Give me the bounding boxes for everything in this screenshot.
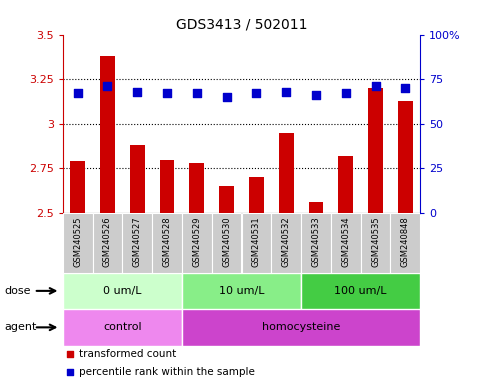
Text: agent: agent xyxy=(5,322,37,333)
Bar xyxy=(338,156,353,213)
Bar xyxy=(182,273,301,309)
Point xyxy=(372,83,380,89)
Bar xyxy=(152,213,182,273)
Text: GSM240848: GSM240848 xyxy=(401,216,410,267)
Text: GDS3413 / 502011: GDS3413 / 502011 xyxy=(176,17,307,31)
Bar xyxy=(159,160,174,213)
Text: control: control xyxy=(103,322,142,333)
Bar xyxy=(212,213,242,273)
Bar xyxy=(249,177,264,213)
Text: GSM240527: GSM240527 xyxy=(133,216,142,267)
Bar xyxy=(368,88,383,213)
Point xyxy=(66,351,74,357)
Text: GSM240531: GSM240531 xyxy=(252,216,261,267)
Point xyxy=(342,90,350,96)
Bar xyxy=(189,163,204,213)
Bar xyxy=(63,213,93,273)
Bar xyxy=(182,213,212,273)
Point xyxy=(193,90,201,96)
Point xyxy=(66,369,74,375)
Text: GSM240525: GSM240525 xyxy=(73,217,82,267)
Bar xyxy=(242,213,271,273)
Bar xyxy=(182,309,420,346)
Text: GSM240530: GSM240530 xyxy=(222,216,231,267)
Bar xyxy=(63,309,182,346)
Text: transformed count: transformed count xyxy=(79,349,176,359)
Point xyxy=(282,89,290,95)
Text: GSM240534: GSM240534 xyxy=(341,216,350,267)
Bar xyxy=(301,213,331,273)
Text: dose: dose xyxy=(5,286,31,296)
Bar xyxy=(309,202,324,213)
Text: GSM240532: GSM240532 xyxy=(282,216,291,267)
Point xyxy=(163,90,171,96)
Text: GSM240535: GSM240535 xyxy=(371,216,380,267)
Point xyxy=(74,90,82,96)
Bar xyxy=(271,213,301,273)
Bar xyxy=(219,186,234,213)
Bar xyxy=(122,213,152,273)
Bar xyxy=(93,213,122,273)
Bar xyxy=(331,213,361,273)
Point xyxy=(401,85,409,91)
Point xyxy=(253,90,260,96)
Bar xyxy=(361,213,390,273)
Text: 10 um/L: 10 um/L xyxy=(219,286,264,296)
Text: GSM240529: GSM240529 xyxy=(192,217,201,267)
Text: 0 um/L: 0 um/L xyxy=(103,286,142,296)
Point xyxy=(312,92,320,98)
Text: GSM240526: GSM240526 xyxy=(103,216,112,267)
Text: 100 um/L: 100 um/L xyxy=(334,286,387,296)
Bar xyxy=(70,161,85,213)
Text: percentile rank within the sample: percentile rank within the sample xyxy=(79,366,255,377)
Bar xyxy=(390,213,420,273)
Bar xyxy=(301,273,420,309)
Bar xyxy=(398,101,413,213)
Point xyxy=(223,94,230,100)
Bar xyxy=(130,145,145,213)
Bar xyxy=(279,133,294,213)
Point xyxy=(133,89,141,95)
Bar xyxy=(63,273,182,309)
Text: homocysteine: homocysteine xyxy=(262,322,340,333)
Bar xyxy=(100,56,115,213)
Text: GSM240533: GSM240533 xyxy=(312,216,320,267)
Text: GSM240528: GSM240528 xyxy=(163,216,171,267)
Point xyxy=(104,83,112,89)
